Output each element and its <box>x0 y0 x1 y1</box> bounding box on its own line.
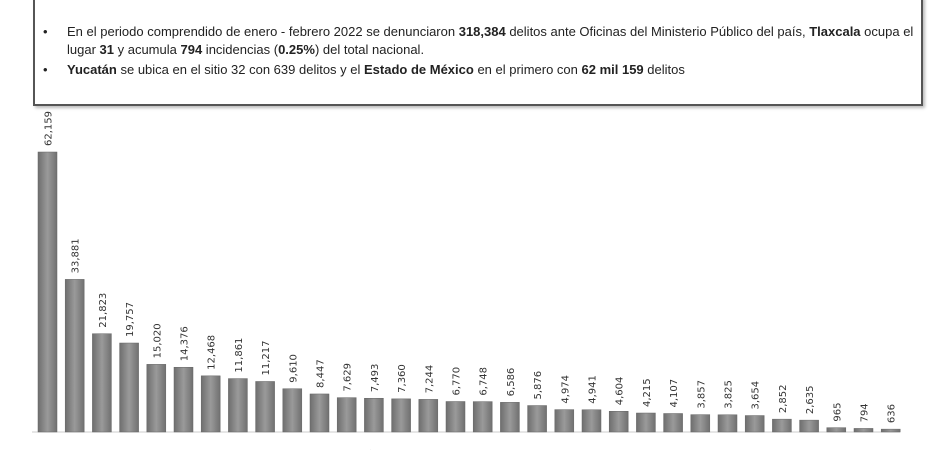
data-label: 15,020 <box>152 323 163 358</box>
bar <box>472 401 493 433</box>
rank: 31 <box>99 42 114 57</box>
data-label: 7,629 <box>343 363 354 392</box>
text: ) del total nacional. <box>314 42 425 57</box>
bar <box>690 414 711 433</box>
data-label: 6,770 <box>452 367 463 396</box>
bar-chart: 62,159co33,881co21,823to19,757co15,020la… <box>32 111 901 450</box>
data-label: 636 <box>887 404 898 423</box>
bullet-dot: • <box>43 24 48 39</box>
bar <box>364 397 384 433</box>
data-label: 11,217 <box>261 340 272 375</box>
bar <box>717 414 738 433</box>
text: en el primero con <box>473 62 582 77</box>
state-tlaxcala: Tlaxcala <box>809 24 861 39</box>
percent: 0.25% <box>278 42 315 57</box>
bar <box>772 418 792 433</box>
data-label: 33,881 <box>71 238 82 273</box>
data-label: 12,468 <box>207 335 218 370</box>
bar <box>309 393 330 433</box>
data-label: 3,825 <box>724 380 735 409</box>
state-mexico: Estado de México <box>364 62 474 77</box>
text: En el periodo comprendido de enero - feb… <box>67 24 459 39</box>
bar <box>744 415 765 433</box>
data-label: 21,823 <box>98 293 109 328</box>
bar <box>255 381 275 433</box>
data-label: 794 <box>860 403 871 422</box>
bar <box>500 402 520 433</box>
bar <box>445 401 466 433</box>
bar <box>391 398 411 433</box>
data-label: 7,360 <box>397 364 408 393</box>
bar <box>119 342 139 433</box>
data-label: 8,447 <box>316 359 327 388</box>
bar <box>418 399 439 433</box>
data-label: 62,159 <box>44 111 55 146</box>
data-label: 4,941 <box>588 375 599 404</box>
data-label: 4,107 <box>669 379 680 408</box>
data-label: 965 <box>832 403 843 422</box>
text: delitos ante Oficinas del Ministerio Púb… <box>505 24 810 39</box>
bar <box>200 375 221 433</box>
bar <box>37 151 58 433</box>
text: se ubica en el sitio 32 con 639 delitos … <box>116 62 365 77</box>
state-yucatan: Yucatán <box>67 62 117 77</box>
bar <box>826 427 847 433</box>
data-label: 9,610 <box>288 354 299 383</box>
data-label: 7,493 <box>370 364 381 393</box>
data-label: 4,604 <box>615 377 626 406</box>
bar <box>336 397 357 433</box>
bar <box>64 279 85 433</box>
text: ocupa el lugar <box>67 24 914 57</box>
bullet-dot: • <box>43 62 48 77</box>
bar <box>554 409 575 433</box>
data-label: 7,244 <box>424 365 435 394</box>
bar <box>527 405 547 433</box>
bar <box>880 428 901 433</box>
data-label: 14,376 <box>180 326 191 361</box>
data-label: 6,748 <box>479 367 490 396</box>
bar <box>608 411 629 433</box>
top-count: 62 mil 159 <box>581 62 644 77</box>
summary-box: • En el periodo comprendido de enero - f… <box>33 0 923 106</box>
incidences: 794 <box>180 42 203 57</box>
bar <box>146 364 167 433</box>
bar <box>173 366 194 433</box>
data-label: 11,861 <box>234 338 245 373</box>
data-label: 2,852 <box>778 385 789 414</box>
data-label: 3,857 <box>696 380 707 409</box>
total-crimes: 318,384 <box>458 24 506 39</box>
text: y acumula <box>114 42 181 57</box>
bar <box>853 428 874 433</box>
bar <box>282 388 303 433</box>
data-label: 4,215 <box>642 378 653 407</box>
data-label: 6,586 <box>506 368 517 397</box>
data-label: 2,635 <box>805 385 816 414</box>
text: incidencias ( <box>202 42 279 57</box>
bar <box>92 333 112 433</box>
bar <box>663 413 683 433</box>
data-label: 19,757 <box>125 302 136 337</box>
data-label: 4,974 <box>560 375 571 404</box>
bar <box>581 409 602 433</box>
text: delitos <box>643 62 685 77</box>
data-label: 5,876 <box>533 371 544 400</box>
bar <box>228 378 248 433</box>
data-label: 3,654 <box>751 381 762 410</box>
bar <box>636 412 656 433</box>
bar <box>799 419 819 433</box>
